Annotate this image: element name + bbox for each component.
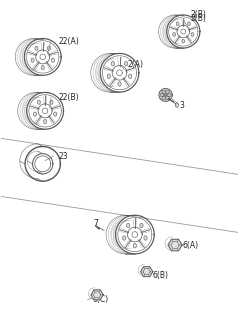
- Circle shape: [107, 74, 110, 78]
- Text: 7: 7: [93, 219, 98, 228]
- Polygon shape: [168, 239, 182, 251]
- Polygon shape: [166, 90, 169, 94]
- Circle shape: [140, 223, 143, 228]
- Text: 22(B): 22(B): [58, 93, 79, 102]
- Polygon shape: [167, 93, 171, 97]
- Polygon shape: [91, 290, 103, 300]
- Circle shape: [37, 100, 40, 104]
- Circle shape: [173, 33, 175, 36]
- Polygon shape: [162, 96, 166, 100]
- Polygon shape: [141, 267, 153, 277]
- Text: 22(A): 22(A): [58, 36, 79, 45]
- Circle shape: [191, 33, 194, 36]
- Circle shape: [43, 119, 47, 124]
- Polygon shape: [160, 93, 164, 97]
- Circle shape: [188, 22, 190, 26]
- Circle shape: [118, 82, 121, 86]
- Text: 2(A): 2(A): [128, 60, 144, 69]
- Polygon shape: [164, 94, 167, 96]
- Circle shape: [133, 244, 136, 248]
- Circle shape: [54, 112, 57, 116]
- Polygon shape: [159, 89, 172, 101]
- Circle shape: [31, 58, 34, 62]
- Circle shape: [123, 236, 126, 240]
- Text: 6(A): 6(A): [183, 241, 199, 250]
- Circle shape: [175, 103, 179, 107]
- Text: 2(B): 2(B): [190, 14, 206, 23]
- Circle shape: [129, 74, 132, 78]
- Circle shape: [127, 223, 130, 228]
- Circle shape: [125, 61, 128, 66]
- Text: 23: 23: [58, 152, 68, 161]
- Circle shape: [33, 112, 37, 116]
- Text: 6(C): 6(C): [92, 295, 109, 304]
- Circle shape: [35, 46, 38, 50]
- Circle shape: [182, 39, 185, 43]
- Circle shape: [111, 61, 114, 66]
- Circle shape: [41, 66, 44, 70]
- Circle shape: [176, 22, 179, 26]
- Polygon shape: [162, 90, 166, 94]
- Circle shape: [50, 100, 53, 104]
- Text: 3: 3: [180, 100, 185, 110]
- Polygon shape: [166, 96, 169, 100]
- Text: 6(B): 6(B): [152, 271, 168, 280]
- Circle shape: [51, 58, 54, 62]
- Text: 2(B): 2(B): [190, 10, 206, 19]
- Circle shape: [48, 46, 51, 50]
- Circle shape: [144, 236, 147, 240]
